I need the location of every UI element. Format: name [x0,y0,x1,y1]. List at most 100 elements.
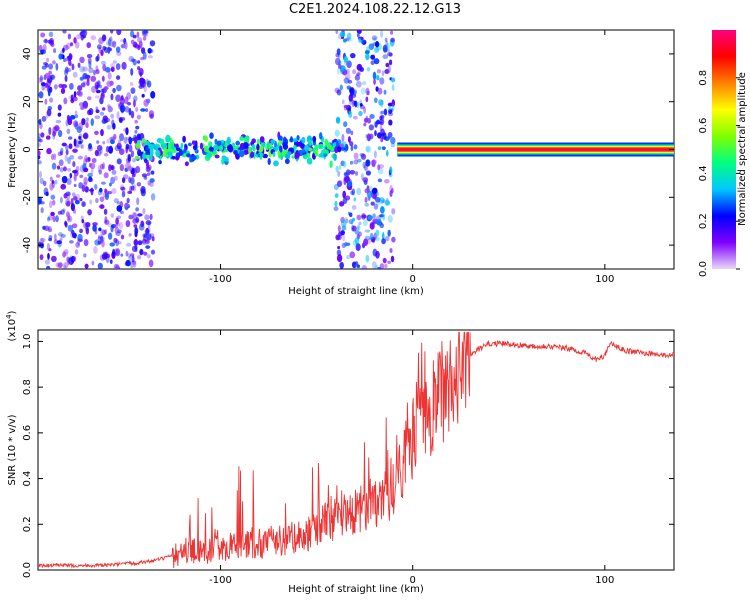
heatmap-blob [38,150,41,157]
heatmap-blob [371,35,378,41]
heatmap-blob [57,151,63,157]
heatmap-blob [65,144,69,151]
heatmap-blob [75,242,81,248]
heatmap-blob [369,114,375,119]
heatmap-blob [341,99,345,105]
heatmap-blob [112,122,116,130]
heatmap-blob [128,177,133,183]
heatmap-blob [365,159,371,167]
heatmap-blob [352,239,358,246]
heatmap-blob [334,193,339,198]
heatmap-blob [175,156,180,161]
heatmap-blob [52,130,57,137]
heatmap-blob [372,213,376,219]
heatmap-blob [259,152,263,160]
heatmap-blob [128,176,132,184]
heatmap-blob [362,161,366,169]
heatmap-blob [85,157,91,163]
heatmap-blob [145,227,150,236]
heatmap-blob [104,229,107,235]
heatmap-blob [342,190,347,199]
heatmap-blob [203,145,210,153]
heatmap-blob [119,210,124,215]
heatmap-blob [130,253,135,257]
heatmap-blob [136,37,143,43]
heatmap-blob [47,228,53,233]
heatmap-blob [385,62,390,68]
heatmap-blob [354,230,360,235]
heatmap-blob [374,121,378,128]
heatmap-blob [214,154,220,159]
heatmap-blob [278,140,282,146]
heatmap-blob [314,149,319,157]
heatmap-blob [76,34,82,40]
heatmap-blob [338,165,342,170]
heatmap-blob [266,141,270,149]
heatmap-blob [387,65,391,74]
heatmap-blob [124,96,129,105]
heatmap-blob [57,129,63,138]
heatmap-blob [74,199,80,205]
heatmap-blob [343,121,348,128]
heatmap-blob [101,34,107,42]
heatmap-blob [302,154,308,160]
heatmap-blob [67,258,72,266]
heatmap-blob [204,135,209,143]
heatmap-blob [118,117,123,124]
heatmap-blob [364,196,368,203]
heatmap-blob [345,127,352,135]
heatmap-blob [121,190,126,198]
heatmap-blob [57,262,63,268]
heatmap-blob [63,262,69,269]
heatmap-blob [101,239,105,248]
heatmap-blob [226,136,231,145]
heatmap-blob [373,78,376,85]
heatmap-blob [149,213,153,221]
heatmap-blob [336,180,342,188]
heatmap-blob [39,177,45,185]
heatmap-blob [102,64,107,72]
heatmap-blob [363,106,367,114]
heatmap-blob [389,248,393,254]
heatmap-blob [362,177,369,183]
heatmap-blob [348,212,353,218]
heatmap-blob [382,44,388,53]
heatmap-blob [85,117,89,123]
heatmap-blob [155,149,161,157]
heatmap-blob [104,188,108,194]
heatmap-blob [60,147,64,153]
heatmap-blob [337,245,341,250]
heatmap-blob [44,38,48,44]
heatmap-blob [66,167,72,172]
heatmap-blob [107,232,113,240]
heatmap-blob [379,111,383,115]
heatmap-blob [93,69,96,76]
heatmap-blob [144,214,150,221]
heatmap-blob [95,89,101,94]
snr-y-tick-label: 1.0 [22,333,33,349]
heatmap-blob [388,105,391,111]
heatmap-blob [69,115,76,120]
colorbar-gradient [712,30,736,269]
heatmap-blob [243,136,250,145]
heatmap-blob [80,82,86,88]
heatmap-blob [124,203,130,208]
heatmap-blob [370,60,375,66]
heatmap-blob [109,259,113,264]
heatmap-blob [382,257,387,264]
heatmap-blob [133,239,139,247]
heatmap-blob [109,182,112,187]
heatmap-blob [139,68,144,73]
heatmap-blob [90,162,96,170]
heatmap-blob [384,37,388,43]
heatmap-blob [125,137,129,141]
heatmap-blob [377,146,382,150]
heatmap-blob [107,46,111,54]
heatmap-blob [143,99,149,107]
heatmap-blob [371,159,377,165]
heatmap-blob [41,84,45,91]
spectrogram-ylabel: Frequency (Hz) [7,112,18,188]
heatmap-blob [51,162,57,170]
heatmap-blob [150,193,156,201]
